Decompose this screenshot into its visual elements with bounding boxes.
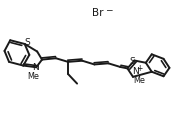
- Text: Me: Me: [27, 71, 39, 80]
- Text: N: N: [32, 63, 38, 72]
- Text: +: +: [136, 63, 142, 72]
- Text: S: S: [25, 38, 30, 47]
- Text: Me: Me: [133, 75, 145, 84]
- Text: Br: Br: [92, 7, 104, 17]
- Text: −: −: [106, 5, 113, 14]
- Text: S: S: [130, 56, 135, 65]
- Text: N: N: [132, 66, 139, 75]
